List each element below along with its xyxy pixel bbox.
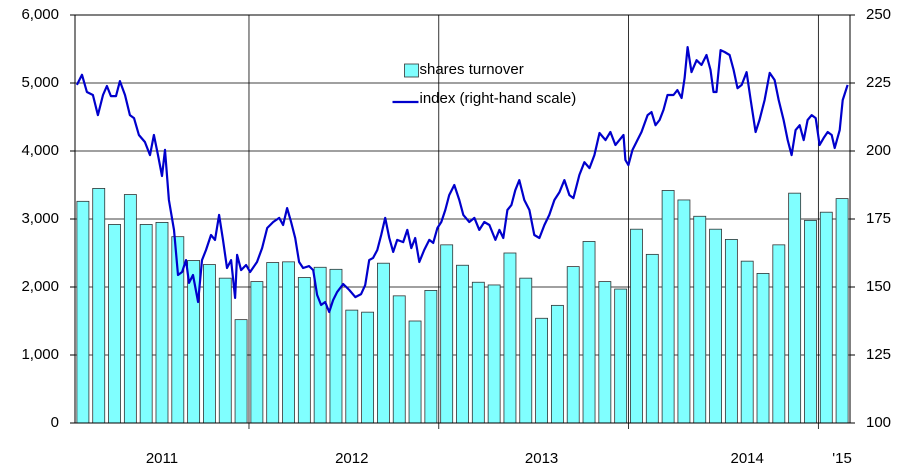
x-tick-label: 2013	[525, 450, 558, 467]
bar	[282, 261, 295, 424]
y2-tick-label: 100	[866, 414, 891, 431]
plot-frame	[74, 14, 851, 424]
bar	[424, 289, 438, 424]
bar	[440, 244, 454, 424]
bar	[155, 221, 169, 424]
x-tick-label: 2012	[335, 450, 368, 467]
bar	[788, 192, 802, 424]
bar	[756, 272, 770, 424]
x-tick-label: '15	[832, 450, 852, 467]
bar	[519, 277, 533, 424]
x-tick-label: 2011	[146, 450, 178, 467]
y2-tick-label: 250	[866, 6, 891, 23]
bar	[361, 311, 375, 424]
bar	[693, 215, 707, 424]
bar	[740, 260, 754, 424]
y-tick-label: 3,000	[21, 210, 59, 227]
y2-tick-label: 200	[866, 142, 891, 159]
bar	[598, 281, 612, 424]
bar	[645, 253, 659, 424]
bar	[661, 190, 675, 424]
y-tick-label: 6,000	[21, 6, 59, 23]
bar	[772, 244, 786, 424]
bar	[819, 211, 833, 424]
bar	[108, 224, 121, 424]
bar	[630, 228, 643, 424]
y2-tick-label: 150	[866, 278, 891, 295]
bar	[724, 238, 738, 424]
bar	[582, 241, 596, 424]
bar	[835, 198, 849, 424]
bar	[709, 228, 722, 424]
legend-label: index (right-hand scale)	[420, 90, 577, 107]
bar	[471, 281, 485, 424]
bar	[218, 277, 232, 424]
y-tick-label: 5,000	[21, 74, 59, 91]
bar	[139, 224, 153, 424]
bar	[503, 252, 517, 424]
bar	[487, 284, 501, 424]
bar	[456, 264, 469, 424]
bar	[614, 288, 628, 424]
bar	[203, 264, 216, 424]
y-tick-label: 4,000	[21, 142, 59, 159]
y-tick-label: 1,000	[21, 346, 59, 363]
bar	[550, 304, 564, 424]
bar	[535, 317, 548, 424]
y-tick-label: 2,000	[21, 278, 59, 295]
bar	[677, 199, 691, 424]
bar	[377, 262, 390, 424]
bar	[92, 187, 106, 424]
legend-swatch	[404, 63, 419, 78]
bar	[76, 200, 90, 424]
bar	[566, 266, 580, 424]
y2-tick-label: 225	[866, 74, 891, 91]
bar	[804, 219, 817, 424]
bar	[392, 295, 406, 424]
index-line	[75, 46, 849, 314]
y2-tick-label: 125	[866, 346, 891, 363]
bar	[345, 309, 359, 424]
bar	[408, 320, 422, 424]
legend-label: shares turnover	[420, 61, 524, 78]
bar	[187, 260, 201, 424]
x-tick-label: 2014	[731, 450, 764, 467]
bar	[123, 194, 137, 424]
bar	[250, 281, 264, 424]
bar	[297, 277, 311, 424]
y2-tick-label: 175	[866, 210, 891, 227]
bar	[234, 319, 248, 424]
y-tick-label: 0	[51, 414, 59, 431]
bar	[266, 262, 280, 424]
